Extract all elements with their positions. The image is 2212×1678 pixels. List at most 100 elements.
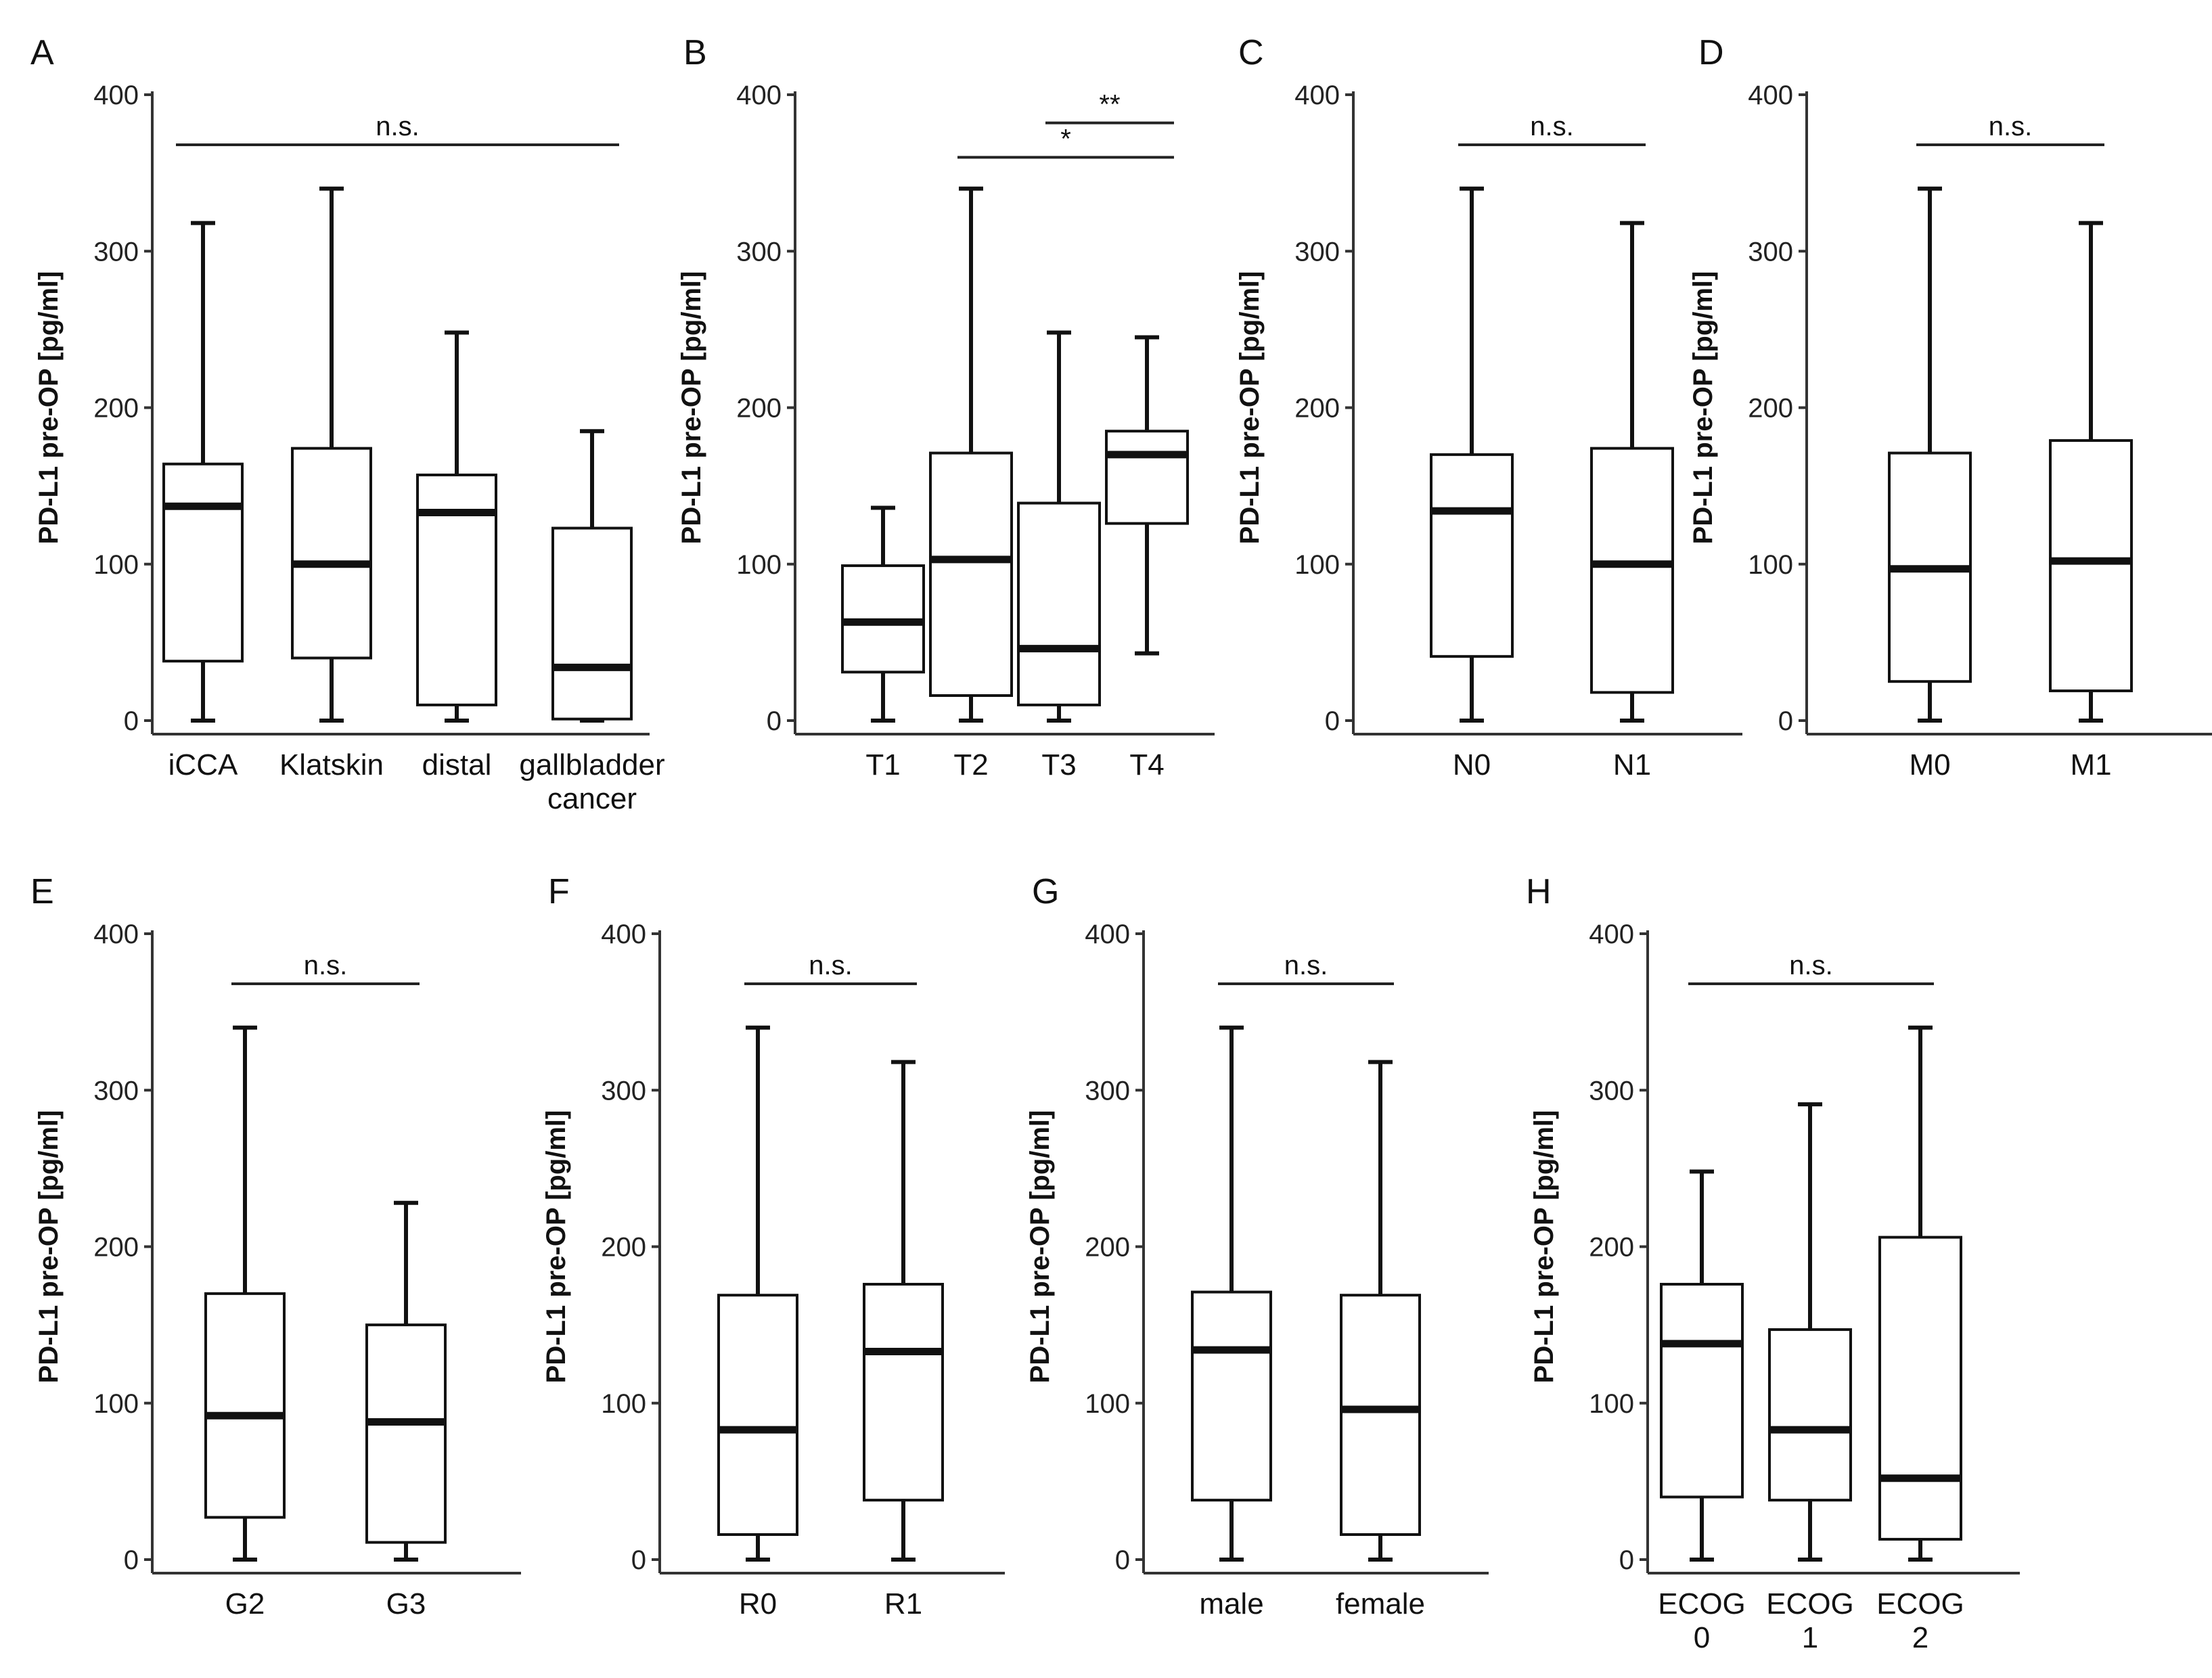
y-tick-label: 100 bbox=[601, 1389, 646, 1419]
y-axis-label: PD-L1 pre-OP [pg/ml] bbox=[1529, 1110, 1559, 1384]
y-tick-label: 300 bbox=[1589, 1076, 1634, 1106]
box-iqr bbox=[1191, 1290, 1272, 1502]
y-tick-label: 200 bbox=[736, 394, 782, 424]
y-tick-label: 400 bbox=[1085, 920, 1130, 949]
y-tick-label: 300 bbox=[1085, 1076, 1130, 1106]
significance-label: n.s. bbox=[1789, 951, 1832, 980]
category-label-line: T3 bbox=[1041, 748, 1076, 781]
category-label: G3 bbox=[386, 1587, 426, 1620]
y-tick-label: 0 bbox=[124, 1545, 139, 1575]
category-label: N1 bbox=[1613, 748, 1651, 781]
category-label: male bbox=[1199, 1587, 1263, 1620]
box-iqr bbox=[1768, 1328, 1852, 1502]
y-tick-label: 100 bbox=[1589, 1389, 1634, 1419]
y-tick-label: 100 bbox=[1748, 550, 1793, 580]
panel-letter: F bbox=[548, 872, 570, 911]
category-label: M1 bbox=[2070, 748, 2111, 781]
category-label: distal bbox=[422, 748, 492, 781]
y-tick-label: 400 bbox=[93, 920, 139, 949]
y-tick-label: 0 bbox=[1619, 1545, 1634, 1575]
category-label-line: 2 bbox=[1912, 1621, 1928, 1654]
panel-letter: B bbox=[683, 33, 707, 72]
category-label-line: iCCA bbox=[168, 748, 238, 781]
chart-svg: E PD-L1 pre-OP [pg/ml] 0 100 200 300 400 G2 G3 n.… bbox=[30, 872, 521, 1620]
y-tick-label: 200 bbox=[1085, 1233, 1130, 1263]
box-iqr bbox=[1105, 430, 1189, 525]
category-label-line: G3 bbox=[386, 1587, 426, 1620]
box-iqr bbox=[1340, 1294, 1421, 1536]
box-iqr bbox=[1660, 1283, 1744, 1499]
box-iqr bbox=[162, 462, 244, 663]
panel-c: C PD-L1 pre-OP [pg/ml] 0 100 200 300 400 N0 N1 n.… bbox=[1208, 0, 1749, 798]
panel-d: D PD-L1 pre-OP [pg/ml] 0 100 200 300 400 M0 M1 n.… bbox=[1668, 0, 2212, 798]
category-label-line: R0 bbox=[739, 1587, 777, 1620]
panel-letter: D bbox=[1698, 33, 1724, 72]
y-axis-label: PD-L1 pre-OP [pg/ml] bbox=[541, 1110, 571, 1384]
box-iqr bbox=[717, 1294, 798, 1536]
category-label-line: R1 bbox=[884, 1587, 922, 1620]
category-label-line: ECOG bbox=[1876, 1587, 1964, 1620]
category-label: R1 bbox=[884, 1587, 922, 1620]
y-tick-label: 100 bbox=[1294, 550, 1340, 580]
panel-a: A PD-L1 pre-OP [pg/ml] 0 100 200 300 400 iCCA Kl… bbox=[0, 0, 665, 815]
significance-label: * bbox=[1060, 124, 1071, 154]
category-label: T3 bbox=[1041, 748, 1076, 781]
category-label-line: 0 bbox=[1694, 1621, 1710, 1654]
y-tick-label: 0 bbox=[631, 1545, 646, 1575]
significance-label: n.s. bbox=[1530, 112, 1573, 141]
category-label: M0 bbox=[1909, 748, 1950, 781]
y-tick-label: 0 bbox=[124, 706, 139, 736]
y-axis-label: PD-L1 pre-OP [pg/ml] bbox=[34, 1110, 64, 1384]
category-label: ECOG 0 bbox=[1658, 1587, 1746, 1654]
category-label-line: T4 bbox=[1129, 748, 1164, 781]
y-axis-label: PD-L1 pre-OP [pg/ml] bbox=[677, 271, 706, 545]
panel-h: H PD-L1 pre-OP [pg/ml] 0 100 200 300 400 ECOG 0 E… bbox=[1495, 839, 2037, 1654]
category-label-line: 1 bbox=[1802, 1621, 1818, 1654]
significance-label: n.s. bbox=[809, 951, 852, 980]
category-label-line: G2 bbox=[225, 1587, 265, 1620]
category-label: Klatskin bbox=[279, 748, 384, 781]
y-tick-label: 200 bbox=[1294, 394, 1340, 424]
category-label: T4 bbox=[1129, 748, 1164, 781]
y-tick-label: 200 bbox=[601, 1233, 646, 1263]
category-label-line: ECOG bbox=[1766, 1587, 1854, 1620]
y-tick-label: 100 bbox=[93, 1389, 139, 1419]
significance-label: n.s. bbox=[1284, 951, 1328, 980]
category-label-line: Klatskin bbox=[279, 748, 384, 781]
panel-e: E PD-L1 pre-OP [pg/ml] 0 100 200 300 400 G2 G3 n.… bbox=[0, 839, 541, 1637]
chart-svg: A PD-L1 pre-OP [pg/ml] 0 100 200 300 400 iCCA Kl… bbox=[30, 33, 665, 815]
y-axis-label: PD-L1 pre-OP [pg/ml] bbox=[1025, 1110, 1055, 1384]
panel-b: B PD-L1 pre-OP [pg/ml] 0 100 200 300 400 T1 T2 T3… bbox=[653, 0, 1215, 798]
y-tick-label: 0 bbox=[1325, 706, 1340, 736]
category-label-line: ECOG bbox=[1658, 1587, 1746, 1620]
category-label-line: male bbox=[1199, 1587, 1263, 1620]
category-label: ECOG 2 bbox=[1876, 1587, 1964, 1654]
category-label-line: gallbladder bbox=[519, 748, 664, 781]
box-iqr bbox=[551, 526, 633, 721]
y-tick-label: 300 bbox=[736, 237, 782, 267]
significance-label: n.s. bbox=[376, 112, 419, 141]
significance-label: ** bbox=[1099, 90, 1120, 120]
box-iqr bbox=[2049, 439, 2133, 693]
category-label-line: T1 bbox=[865, 748, 900, 781]
category-label-line: M1 bbox=[2070, 748, 2111, 781]
y-tick-label: 400 bbox=[1748, 81, 1793, 110]
chart-svg: D PD-L1 pre-OP [pg/ml] 0 100 200 300 400 M0 M1 n.… bbox=[1688, 33, 2212, 781]
category-label: R0 bbox=[739, 1587, 777, 1620]
y-axis-label: PD-L1 pre-OP [pg/ml] bbox=[34, 271, 64, 545]
y-tick-label: 0 bbox=[767, 706, 782, 736]
chart-svg: B PD-L1 pre-OP [pg/ml] 0 100 200 300 400 T1 T2 T3… bbox=[677, 33, 1215, 781]
category-label-line: N1 bbox=[1613, 748, 1651, 781]
y-tick-label: 0 bbox=[1115, 1545, 1130, 1575]
y-tick-label: 200 bbox=[1589, 1233, 1634, 1263]
y-tick-label: 400 bbox=[93, 81, 139, 110]
significance-label: n.s. bbox=[1989, 112, 2032, 141]
panel-letter: H bbox=[1526, 872, 1552, 911]
category-label: T2 bbox=[953, 748, 988, 781]
category-label: G2 bbox=[225, 1587, 265, 1620]
y-tick-label: 100 bbox=[1085, 1389, 1130, 1419]
y-tick-label: 300 bbox=[93, 237, 139, 267]
box-iqr bbox=[1017, 501, 1101, 706]
category-label-line: female bbox=[1336, 1587, 1425, 1620]
